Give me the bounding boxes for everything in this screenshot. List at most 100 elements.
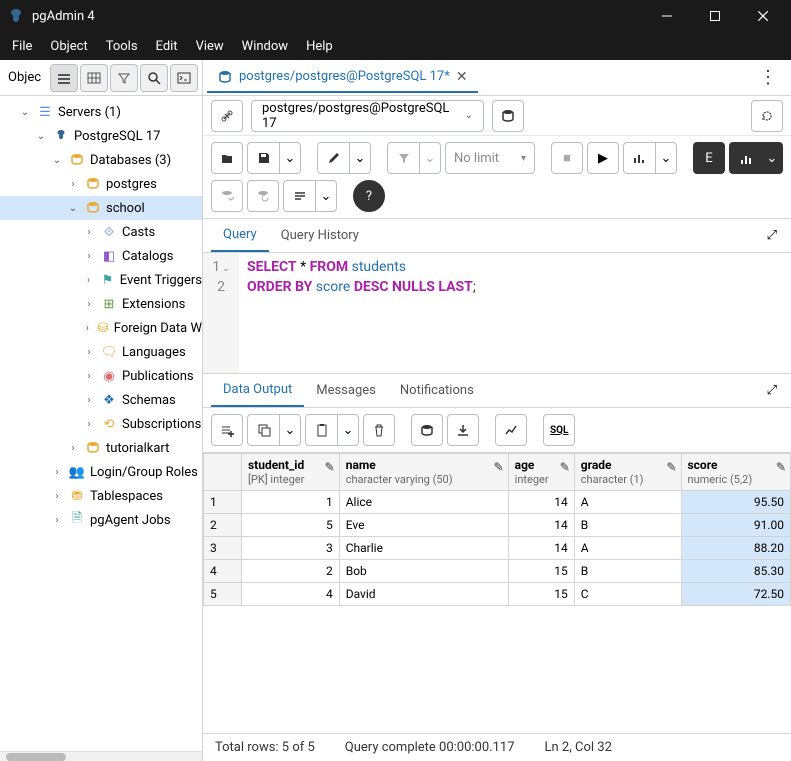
tab-notifications[interactable]: Notifications (388, 375, 486, 406)
output-tabs: Data Output Messages Notifications ⤢ (203, 373, 791, 408)
object-tree[interactable]: ⌄☰Servers (1) ⌄PostgreSQL 17 ⌄Databases … (0, 96, 202, 751)
tree-postgresql[interactable]: ⌄PostgreSQL 17 (0, 124, 202, 148)
explain-options-button[interactable] (729, 142, 761, 174)
expand-output-icon[interactable]: ⤢ (761, 383, 783, 398)
col-score[interactable]: scorenumeric (5,2)✎ (681, 454, 790, 491)
sql-editor[interactable]: 1⌄ 2 SELECT * FROM students ORDER BY sco… (203, 253, 791, 373)
open-file-button[interactable] (211, 142, 243, 174)
paste-dropdown[interactable]: ⌄ (337, 414, 359, 446)
menu-tools[interactable]: Tools (98, 35, 146, 58)
tree-tablespaces[interactable]: ›⛃Tablespaces (0, 484, 202, 508)
new-connection-button[interactable] (492, 100, 524, 132)
pencil-icon[interactable]: ✎ (494, 460, 504, 474)
expand-editor-icon[interactable]: ⤢ (761, 228, 783, 243)
col-grade[interactable]: gradecharacter (1)✎ (574, 454, 681, 491)
tree-fdw[interactable]: ›⛁Foreign Data W (0, 316, 202, 340)
paste-button[interactable] (305, 414, 337, 446)
tree-event-triggers[interactable]: ›⚑Event Triggers (0, 268, 202, 292)
execute-button[interactable]: ▶ (587, 142, 619, 174)
sidebar-terminal-button[interactable] (170, 64, 198, 92)
menu-help[interactable]: Help (298, 35, 341, 58)
tree-publications[interactable]: ›◉Publications (0, 364, 202, 388)
sidebar-tree-button[interactable] (50, 64, 78, 92)
tree-db-tutorialkart[interactable]: ›tutorialkart (0, 436, 202, 460)
tree-db-school[interactable]: ⌄school (0, 196, 202, 220)
tab-data-output[interactable]: Data Output (211, 374, 304, 407)
tree-catalogs[interactable]: ›◧Catalogs (0, 244, 202, 268)
close-button[interactable] (743, 0, 783, 32)
copy-button[interactable] (247, 414, 279, 446)
copy-dropdown[interactable]: ⌄ (279, 414, 301, 446)
explain-dropdown[interactable]: ⌄ (655, 142, 677, 174)
edit-dropdown[interactable]: ⌄ (349, 142, 371, 174)
results-grid[interactable]: student_id[PK] integer✎ namecharacter va… (203, 453, 791, 733)
explain-analyze-button[interactable]: E (693, 142, 725, 174)
menu-edit[interactable]: Edit (148, 35, 186, 58)
sidebar-scrollbar[interactable] (0, 751, 202, 761)
save-button[interactable] (247, 142, 279, 174)
query-tab[interactable]: postgres/postgres@PostgreSQL 17* ✕ (207, 63, 478, 93)
save-dropdown[interactable]: ⌄ (279, 142, 301, 174)
sidebar-grid-button[interactable] (80, 64, 108, 92)
object-explorer: Objec ⌄☰Servers (1) ⌄PostgreSQL 17 ⌄Data… (0, 60, 203, 761)
tree-extensions[interactable]: ›⊞Extensions (0, 292, 202, 316)
col-name[interactable]: namecharacter varying (50)✎ (339, 454, 508, 491)
pencil-icon[interactable]: ✎ (560, 460, 570, 474)
reset-layout-button[interactable] (751, 100, 783, 132)
download-button[interactable] (447, 414, 479, 446)
stop-button[interactable]: ■ (551, 142, 583, 174)
tree-databases[interactable]: ⌄Databases (3) (0, 148, 202, 172)
macros-dropdown[interactable]: ⌄ (315, 180, 337, 212)
graph-button[interactable] (495, 414, 527, 446)
tree-languages[interactable]: ›🗨Languages (0, 340, 202, 364)
menu-view[interactable]: View (188, 35, 232, 58)
filter-button[interactable] (387, 142, 419, 174)
query-toolbar-2: ⌄ ? (203, 180, 791, 219)
tab-query-history[interactable]: Query History (269, 220, 371, 251)
tab-messages[interactable]: Messages (304, 375, 388, 406)
close-tab-icon[interactable]: ✕ (456, 69, 468, 85)
maximize-button[interactable] (695, 0, 735, 32)
status-cursor: Ln 2, Col 32 (545, 740, 612, 755)
macros-button[interactable] (283, 180, 315, 212)
status-time: Query complete 00:00:00.117 (345, 740, 515, 755)
output-toolbar: ⌄ ⌄ SQL (203, 408, 791, 453)
tree-casts[interactable]: ›⟐Casts (0, 220, 202, 244)
edit-button[interactable] (317, 142, 349, 174)
sidebar-filter-button[interactable] (110, 64, 138, 92)
delete-row-button[interactable] (363, 414, 395, 446)
explain-options-dropdown[interactable]: ⌄ (761, 142, 783, 174)
menu-window[interactable]: Window (234, 35, 296, 58)
tree-schemas[interactable]: ›❖Schemas (0, 388, 202, 412)
commit-button[interactable] (211, 180, 243, 212)
pencil-icon[interactable]: ✎ (776, 460, 786, 474)
explain-button[interactable] (623, 142, 655, 174)
tab-menu-icon[interactable]: ⋮ (749, 67, 787, 88)
rollback-button[interactable] (247, 180, 279, 212)
minimize-button[interactable] (647, 0, 687, 32)
menu-file[interactable]: File (4, 35, 40, 58)
tree-login-roles[interactable]: ›👥Login/Group Roles (0, 460, 202, 484)
tree-servers[interactable]: ⌄☰Servers (1) (0, 100, 202, 124)
col-student-id[interactable]: student_id[PK] integer✎ (242, 454, 340, 491)
tree-pgagent[interactable]: ›🗎pgAgent Jobs (0, 508, 202, 532)
tree-subscriptions[interactable]: ›⟲Subscriptions (0, 412, 202, 436)
tab-query[interactable]: Query (211, 219, 269, 252)
help-button[interactable]: ? (353, 180, 385, 212)
col-age[interactable]: ageinteger✎ (508, 454, 574, 491)
menu-object[interactable]: Object (42, 35, 95, 58)
corner-header[interactable] (204, 454, 242, 491)
tree-db-postgres[interactable]: ›postgres (0, 172, 202, 196)
query-toolbar: ⌄ ⌄ ⌄ No limit▾ ■ ▶ ⌄ E ⌄ (203, 136, 791, 180)
menubar: File Object Tools Edit View Window Help (0, 32, 791, 60)
connection-status-button[interactable] (211, 100, 243, 132)
pencil-icon[interactable]: ✎ (325, 460, 335, 474)
pencil-icon[interactable]: ✎ (666, 460, 676, 474)
limit-select[interactable]: No limit▾ (445, 142, 535, 174)
sql-view-button[interactable]: SQL (543, 414, 575, 446)
sidebar-search-button[interactable] (140, 64, 168, 92)
connection-select[interactable]: postgres/postgres@PostgreSQL 17 ⌄ (251, 100, 484, 132)
filter-dropdown[interactable]: ⌄ (419, 142, 441, 174)
add-row-button[interactable] (211, 414, 243, 446)
save-data-button[interactable] (411, 414, 443, 446)
